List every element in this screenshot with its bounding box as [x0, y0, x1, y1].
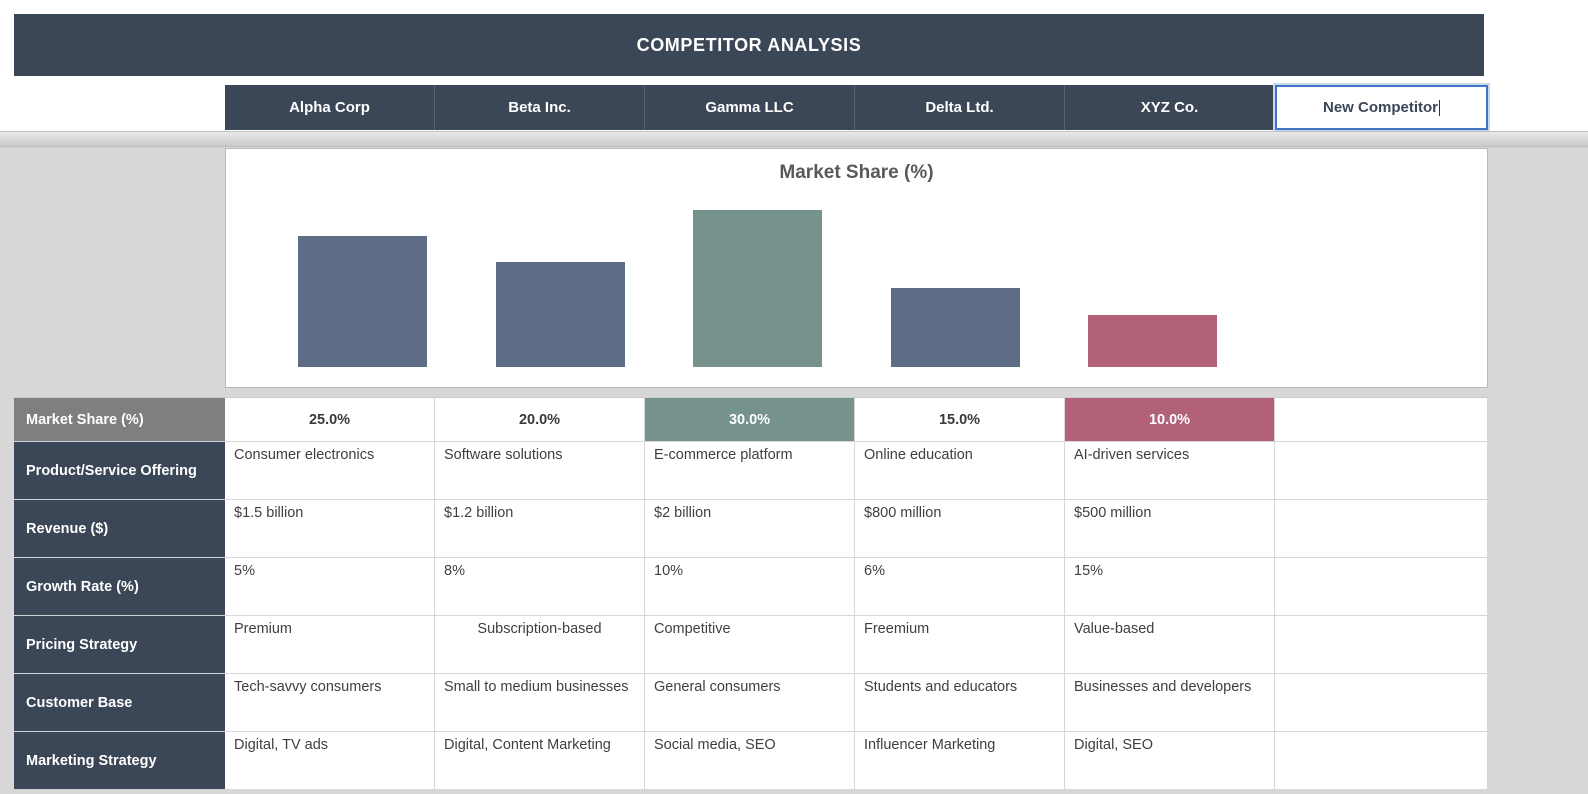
competitor-header-gamma-llc[interactable]: Gamma LLC [645, 85, 855, 130]
table-row-growth-rate: Growth Rate (%) 5% 8% 10% 6% 15% [14, 558, 1488, 616]
cell-pricing-strategy-2[interactable]: Competitive [645, 616, 855, 674]
cell-revenue-2[interactable]: $2 billion [645, 500, 855, 558]
row-label-pricing-strategy[interactable]: Pricing Strategy [14, 616, 225, 674]
competitor-header-row: Alpha Corp Beta Inc. Gamma LLC Delta Ltd. XY… [225, 85, 1488, 130]
new-competitor-text: New Competitor [1322, 99, 1438, 116]
cell-marketing-strategy-0[interactable]: Digital, TV ads [225, 732, 435, 790]
cell-growth-rate-2[interactable]: 10% [645, 558, 855, 616]
cell-market-share-3[interactable]: 15.0% [855, 398, 1065, 442]
row-label-customer-base[interactable]: Customer Base [14, 674, 225, 732]
cell-product-service-offering-4[interactable]: AI-driven services [1065, 442, 1275, 500]
cell-revenue-3[interactable]: $800 million [855, 500, 1065, 558]
cell-revenue-1[interactable]: $1.2 billion [435, 500, 645, 558]
cell-revenue-0[interactable]: $1.5 billion [225, 500, 435, 558]
cell-customer-base-5[interactable] [1275, 674, 1488, 732]
cell-marketing-strategy-5[interactable] [1275, 732, 1488, 790]
cell-growth-rate-0[interactable]: 5% [225, 558, 435, 616]
table-row-customer-base: Customer Base Tech-savvy consumers Small t… [14, 674, 1488, 732]
table-row-marketing-strategy: Marketing Strategy Digital, TV ads Digital… [14, 732, 1488, 790]
cell-growth-rate-4[interactable]: 15% [1065, 558, 1275, 616]
cell-customer-base-2[interactable]: General consumers [645, 674, 855, 732]
cell-pricing-strategy-4[interactable]: Value-based [1065, 616, 1275, 674]
text-cursor [1439, 99, 1440, 116]
bar-slot-beta-inc [462, 194, 660, 367]
cell-market-share-5[interactable] [1275, 398, 1488, 442]
cell-product-service-offering-5[interactable] [1275, 442, 1488, 500]
bar-delta-ltd [890, 288, 1020, 367]
cell-market-share-2[interactable]: 30.0% [645, 398, 855, 442]
cell-growth-rate-3[interactable]: 6% [855, 558, 1065, 616]
bar-slot-empty [1252, 194, 1450, 367]
row-label-revenue[interactable]: Revenue ($) [14, 500, 225, 558]
freeze-pane-divider [0, 131, 1588, 147]
data-table: Market Share (%) 25.0% 20.0% 30.0% 15.0% 10.0… [14, 397, 1488, 790]
competitor-header-alpha-corp[interactable]: Alpha Corp [225, 85, 435, 130]
row-label-growth-rate[interactable]: Growth Rate (%) [14, 558, 225, 616]
table-row-product-service-offering: Product/Service Offering Consumer electro… [14, 442, 1488, 500]
bar-slot-delta-ltd [857, 194, 1055, 367]
bar-xyz-co [1088, 314, 1218, 367]
cell-product-service-offering-3[interactable]: Online education [855, 442, 1065, 500]
competitor-header-cells: Alpha Corp Beta Inc. Gamma LLC Delta Ltd. XY… [225, 85, 1275, 130]
cell-pricing-strategy-3[interactable]: Freemium [855, 616, 1065, 674]
market-share-chart: Market Share (%) [225, 148, 1488, 388]
bar-slot-gamma-llc [659, 194, 857, 367]
cell-marketing-strategy-2[interactable]: Social media, SEO [645, 732, 855, 790]
cell-revenue-4[interactable]: $500 million [1065, 500, 1275, 558]
cell-customer-base-0[interactable]: Tech-savvy consumers [225, 674, 435, 732]
bar-beta-inc [495, 262, 625, 367]
competitor-header-xyz-co[interactable]: XYZ Co. [1065, 85, 1275, 130]
cell-market-share-0[interactable]: 25.0% [225, 398, 435, 442]
table-row-revenue: Revenue ($) $1.5 billion $1.2 billion $2 bi… [14, 500, 1488, 558]
bar-slot-alpha-corp [264, 194, 462, 367]
sheet-title-text: COMPETITOR ANALYSIS [636, 34, 862, 55]
cell-marketing-strategy-4[interactable]: Digital, SEO [1065, 732, 1275, 790]
sheet-title: COMPETITOR ANALYSIS [14, 14, 1484, 76]
cell-pricing-strategy-5[interactable] [1275, 616, 1488, 674]
cell-customer-base-4[interactable]: Businesses and developers [1065, 674, 1275, 732]
bar-slot-xyz-co [1054, 194, 1252, 367]
cell-growth-rate-1[interactable]: 8% [435, 558, 645, 616]
cell-product-service-offering-1[interactable]: Software solutions [435, 442, 645, 500]
cell-marketing-strategy-1[interactable]: Digital, Content Marketing [435, 732, 645, 790]
row-label-product-service-offering[interactable]: Product/Service Offering [14, 442, 225, 500]
cell-revenue-5[interactable] [1275, 500, 1488, 558]
row-label-market-share[interactable]: Market Share (%) [14, 398, 225, 442]
competitor-header-delta-ltd[interactable]: Delta Ltd. [855, 85, 1065, 130]
chart-bars [264, 194, 1449, 367]
frozen-header-area: COMPETITOR ANALYSIS Alpha Corp Beta Inc. G… [0, 0, 1588, 131]
competitor-header-beta-inc[interactable]: Beta Inc. [435, 85, 645, 130]
chart-title: Market Share (%) [779, 162, 934, 183]
cell-marketing-strategy-3[interactable]: Influencer Marketing [855, 732, 1065, 790]
cell-product-service-offering-0[interactable]: Consumer electronics [225, 442, 435, 500]
cell-customer-base-3[interactable]: Students and educators [855, 674, 1065, 732]
new-competitor-cell[interactable]: New Competitor [1275, 85, 1488, 130]
cell-pricing-strategy-0[interactable]: Premium [225, 616, 435, 674]
cell-growth-rate-5[interactable] [1275, 558, 1488, 616]
table-row-market-share: Market Share (%) 25.0% 20.0% 30.0% 15.0% 10.0… [14, 398, 1488, 442]
table-row-pricing-strategy: Pricing Strategy Premium Subscription-base… [14, 616, 1488, 674]
cell-market-share-4[interactable]: 10.0% [1065, 398, 1275, 442]
bar-gamma-llc [693, 209, 823, 367]
bar-alpha-corp [298, 235, 428, 367]
cell-pricing-strategy-1[interactable]: Subscription-based [435, 616, 645, 674]
cell-customer-base-1[interactable]: Small to medium businesses [435, 674, 645, 732]
row-label-marketing-strategy[interactable]: Marketing Strategy [14, 732, 225, 790]
cell-product-service-offering-2[interactable]: E-commerce platform [645, 442, 855, 500]
cell-market-share-1[interactable]: 20.0% [435, 398, 645, 442]
